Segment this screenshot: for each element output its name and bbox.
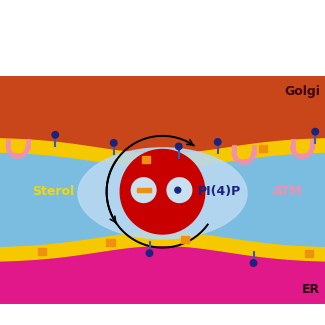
- Text: ER: ER: [302, 283, 320, 296]
- Text: Sterol: Sterol: [32, 185, 75, 198]
- Circle shape: [175, 187, 181, 193]
- Text: Golgi: Golgi: [284, 84, 320, 98]
- Circle shape: [214, 139, 221, 145]
- Circle shape: [146, 250, 153, 256]
- Circle shape: [250, 260, 257, 266]
- Ellipse shape: [78, 148, 247, 239]
- Bar: [38, 248, 46, 255]
- Circle shape: [176, 143, 182, 150]
- Text: PI(4)P: PI(4)P: [198, 185, 241, 198]
- Circle shape: [120, 150, 205, 234]
- Bar: [181, 236, 189, 243]
- Circle shape: [167, 178, 192, 202]
- Circle shape: [111, 140, 117, 146]
- Bar: [142, 155, 150, 162]
- Bar: [136, 188, 151, 192]
- Circle shape: [52, 132, 58, 138]
- Bar: [305, 250, 313, 257]
- Circle shape: [131, 178, 156, 202]
- Text: ATM: ATM: [273, 185, 303, 198]
- Bar: [259, 145, 267, 152]
- Circle shape: [312, 128, 318, 135]
- Bar: [106, 239, 115, 246]
